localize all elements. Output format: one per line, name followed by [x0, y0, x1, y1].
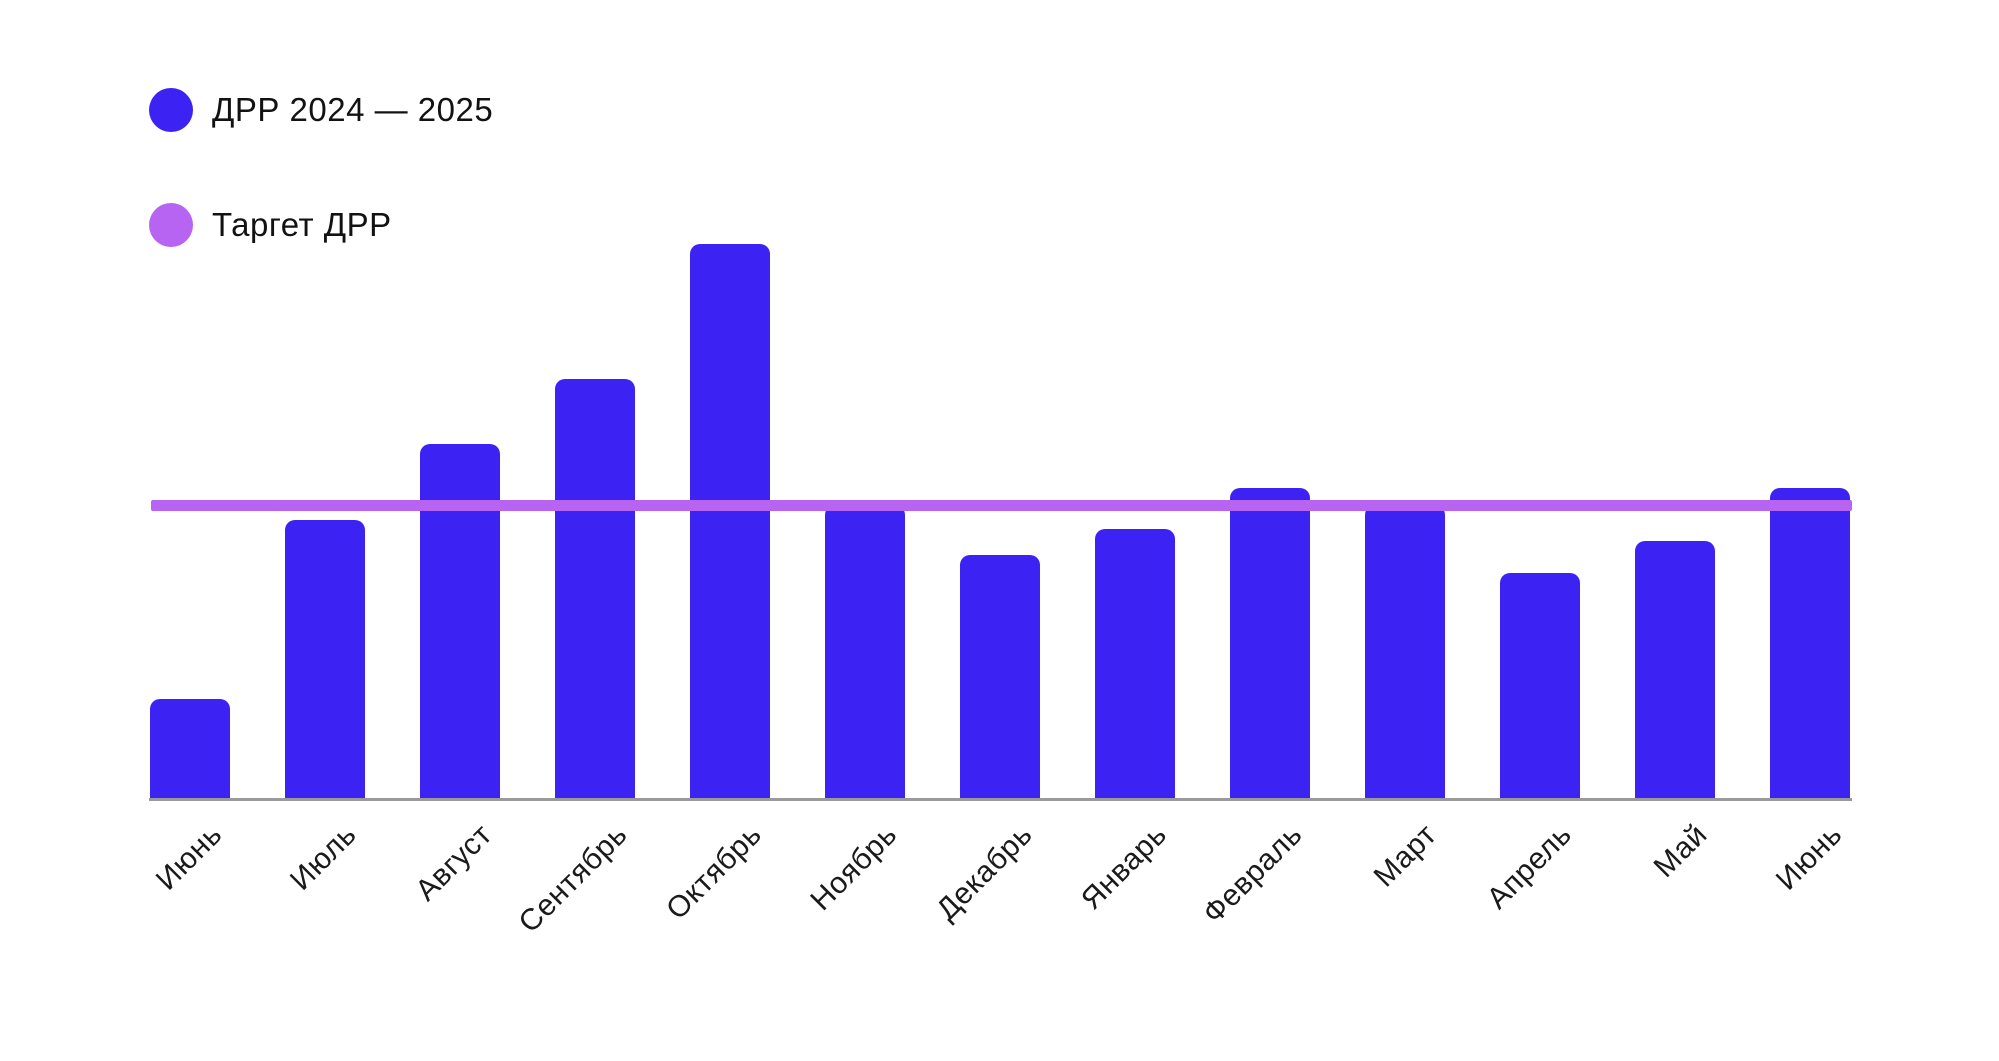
- bar: [1365, 505, 1445, 799]
- legend-dot-icon: [149, 203, 193, 247]
- bar: [1230, 488, 1310, 799]
- x-axis-tick-label: Март: [1367, 818, 1444, 894]
- legend-dot-icon: [149, 88, 193, 132]
- legend: ДРР 2024 — 2025 Таргет ДРР: [149, 88, 493, 318]
- legend-item-drr: ДРР 2024 — 2025: [149, 88, 493, 132]
- legend-label: ДРР 2024 — 2025: [212, 91, 494, 128]
- x-axis-tick-label: Август: [409, 818, 499, 908]
- bar: [1500, 573, 1580, 799]
- bar: [150, 699, 230, 799]
- x-axis-tick-label: Июнь: [1769, 818, 1849, 897]
- bar: [1635, 541, 1715, 799]
- x-axis-tick-label: Май: [1647, 818, 1714, 884]
- x-axis-tick-label: Январь: [1075, 818, 1174, 917]
- bar: [1095, 529, 1175, 799]
- x-axis-tick-label: Сентябрь: [512, 818, 634, 940]
- legend-label: Таргет ДРР: [212, 206, 392, 243]
- x-axis-line: [149, 798, 1852, 801]
- x-axis-tick-label: Декабрь: [929, 818, 1039, 927]
- x-axis-tick-label: Ноябрь: [804, 818, 904, 918]
- bar: [690, 244, 770, 799]
- x-axis-tick-label: Июль: [284, 818, 364, 897]
- bar: [555, 379, 635, 799]
- target-line: [151, 500, 1852, 511]
- bar: [420, 444, 500, 799]
- x-axis-tick-label: Июнь: [149, 818, 229, 897]
- bar: [825, 505, 905, 799]
- x-axis-tick-label: Апрель: [1480, 818, 1579, 916]
- x-axis-tick-label: Февраль: [1196, 818, 1309, 931]
- x-axis-tick-label: Октябрь: [660, 818, 769, 927]
- legend-item-target: Таргет ДРР: [149, 203, 493, 247]
- bar: [960, 555, 1040, 799]
- bar: [285, 520, 365, 799]
- bar: [1770, 488, 1850, 799]
